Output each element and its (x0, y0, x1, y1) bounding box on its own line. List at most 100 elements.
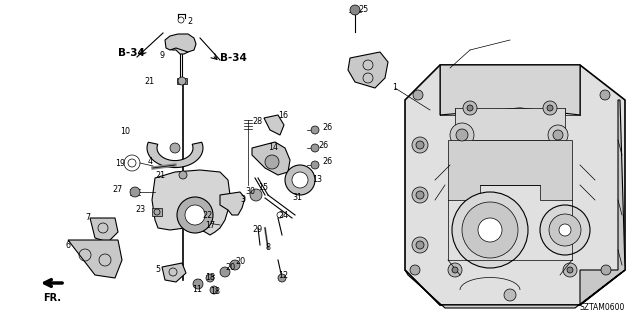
Circle shape (448, 263, 462, 277)
Circle shape (311, 161, 319, 169)
Circle shape (178, 77, 186, 85)
Circle shape (450, 123, 474, 147)
Text: 3: 3 (240, 196, 245, 204)
Circle shape (285, 165, 315, 195)
Circle shape (292, 172, 308, 188)
Text: 21: 21 (144, 77, 154, 86)
Polygon shape (168, 38, 188, 54)
Polygon shape (348, 52, 388, 88)
Polygon shape (252, 142, 290, 175)
Circle shape (220, 267, 230, 277)
Text: 25: 25 (358, 5, 368, 14)
Circle shape (547, 105, 553, 111)
Text: 27: 27 (112, 186, 122, 195)
Circle shape (563, 263, 577, 277)
Polygon shape (177, 78, 187, 84)
Circle shape (416, 191, 424, 199)
Circle shape (467, 105, 473, 111)
Text: 15: 15 (258, 183, 268, 193)
Text: 26: 26 (322, 124, 332, 132)
Text: 18: 18 (210, 287, 220, 297)
Circle shape (230, 260, 240, 270)
Text: 8: 8 (265, 244, 270, 252)
Circle shape (462, 202, 518, 258)
Polygon shape (178, 172, 188, 178)
Text: 26: 26 (318, 140, 328, 149)
Circle shape (543, 101, 557, 115)
Circle shape (179, 171, 187, 179)
Text: 5: 5 (155, 266, 160, 275)
Polygon shape (580, 100, 625, 305)
Polygon shape (152, 170, 230, 235)
Circle shape (170, 143, 180, 153)
Polygon shape (162, 263, 186, 282)
Text: 30: 30 (245, 188, 255, 196)
Circle shape (452, 267, 458, 273)
Polygon shape (68, 240, 122, 278)
Polygon shape (220, 192, 245, 215)
Text: 18: 18 (205, 274, 215, 283)
Text: 1: 1 (392, 84, 397, 92)
Polygon shape (165, 34, 196, 52)
Text: 10: 10 (120, 127, 130, 137)
Text: 20: 20 (225, 263, 235, 273)
Text: 21: 21 (155, 171, 165, 180)
Circle shape (559, 224, 571, 236)
Circle shape (548, 125, 568, 145)
Text: 4: 4 (148, 157, 153, 166)
Text: 22: 22 (202, 211, 212, 220)
Polygon shape (152, 208, 162, 216)
Text: 29: 29 (252, 226, 262, 235)
Circle shape (412, 237, 428, 253)
Circle shape (463, 101, 477, 115)
Circle shape (416, 241, 424, 249)
Circle shape (412, 137, 428, 153)
Circle shape (128, 159, 136, 167)
Circle shape (250, 189, 262, 201)
Text: B-34: B-34 (220, 53, 247, 63)
Circle shape (504, 289, 516, 301)
Circle shape (311, 144, 319, 152)
Circle shape (130, 187, 140, 197)
Circle shape (177, 197, 213, 233)
Text: 7: 7 (85, 213, 90, 222)
Circle shape (193, 279, 203, 289)
Text: 12: 12 (278, 270, 288, 279)
Circle shape (600, 90, 610, 100)
Polygon shape (264, 115, 284, 135)
Text: B-34: B-34 (118, 48, 145, 58)
Circle shape (452, 192, 528, 268)
Circle shape (410, 265, 420, 275)
Text: 16: 16 (278, 110, 288, 119)
Circle shape (567, 267, 573, 273)
Text: 24: 24 (278, 211, 288, 220)
Polygon shape (440, 65, 580, 115)
Circle shape (311, 126, 319, 134)
Circle shape (456, 129, 468, 141)
Text: 14: 14 (268, 143, 278, 153)
Text: 9: 9 (159, 51, 164, 60)
Text: 19: 19 (115, 158, 125, 167)
Circle shape (210, 286, 218, 294)
Circle shape (540, 205, 590, 255)
Text: 11: 11 (192, 285, 202, 294)
Circle shape (413, 90, 423, 100)
Polygon shape (90, 218, 118, 242)
Text: 23: 23 (135, 205, 145, 214)
Circle shape (206, 274, 214, 282)
Circle shape (185, 205, 205, 225)
Polygon shape (147, 142, 203, 168)
Circle shape (350, 5, 360, 15)
Text: FR.: FR. (43, 293, 61, 303)
Polygon shape (405, 270, 625, 308)
Circle shape (553, 130, 563, 140)
Circle shape (601, 265, 611, 275)
Circle shape (412, 187, 428, 203)
Text: 17: 17 (205, 220, 215, 229)
Polygon shape (448, 140, 572, 200)
Text: 26: 26 (322, 157, 332, 166)
Circle shape (416, 141, 424, 149)
Text: SZTAM0600: SZTAM0600 (580, 303, 625, 312)
Text: 2: 2 (187, 18, 192, 27)
Polygon shape (455, 108, 565, 140)
